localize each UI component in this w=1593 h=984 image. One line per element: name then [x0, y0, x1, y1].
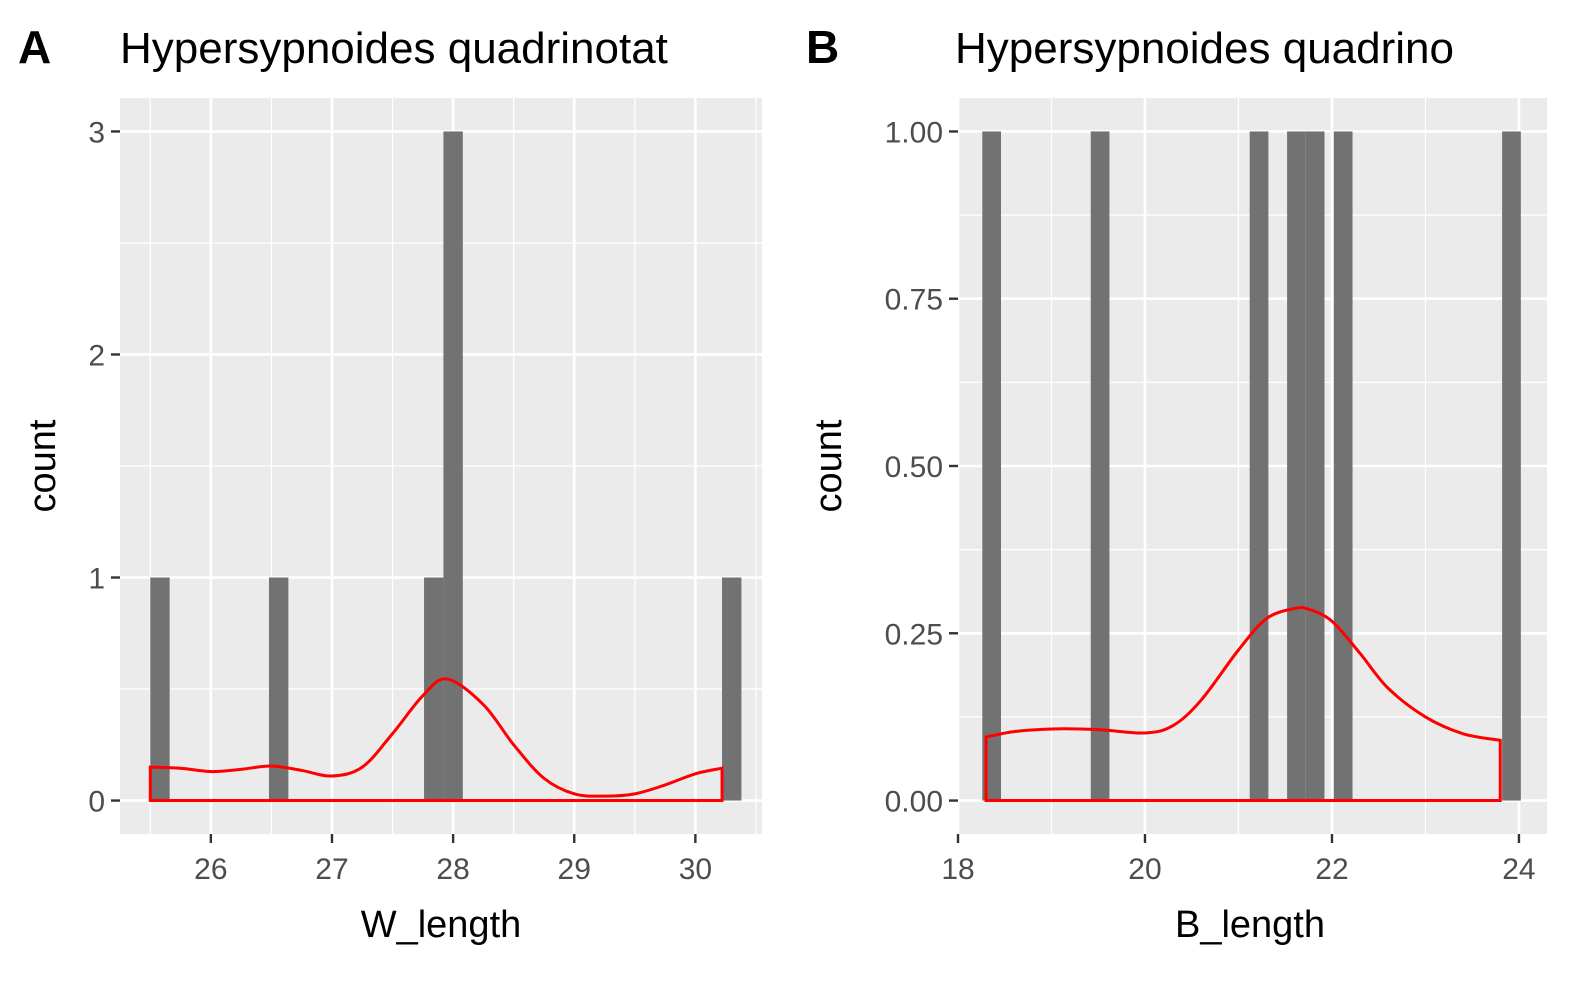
panel-a-histogram-bars	[150, 131, 742, 801]
histogram-bar	[150, 577, 170, 801]
x-tick-label: 22	[1315, 853, 1348, 886]
x-tick-label: 18	[941, 853, 974, 886]
panel-b-x-axis-title: B_length	[1175, 904, 1325, 946]
y-tick-label: 0.00	[885, 786, 943, 819]
histogram-bar	[1249, 131, 1269, 801]
y-tick-label: 1	[88, 563, 105, 596]
panel-b-density-curve	[984, 605, 1502, 803]
histogram-bar	[982, 131, 1002, 801]
y-tick-label: 0.50	[885, 451, 943, 484]
panel-b-x-axis: 18 20 22 24	[941, 834, 1536, 886]
x-tick-label: 30	[679, 853, 712, 886]
y-tick-label: 2	[88, 339, 105, 372]
panel-b-y-axis: 0.00 0.25 0.50 0.75 1.00	[885, 116, 958, 819]
y-tick-label: 3	[88, 116, 105, 149]
panel-b-y-axis-title: count	[808, 419, 850, 512]
histogram-bar	[1287, 131, 1306, 801]
panel-a-x-axis-title: W_length	[361, 904, 522, 946]
x-tick-label: 29	[558, 853, 591, 886]
histogram-bar	[443, 131, 463, 801]
panel-b: B Hypersypnoides quadrino 0.000.250.500.…	[806, 21, 1547, 946]
histogram-bar	[722, 577, 742, 801]
histogram-bar	[424, 577, 444, 801]
x-tick-label: 28	[436, 853, 469, 886]
histogram-bar	[1333, 131, 1353, 801]
panel-a-y-axis: 0 1 2 3	[88, 116, 120, 819]
y-tick-label: 0	[88, 786, 105, 819]
density-curve-line	[984, 605, 1502, 803]
panel-a-density-curve	[148, 677, 724, 803]
histogram-bar	[1502, 131, 1521, 801]
density-curve-line	[148, 677, 724, 803]
x-tick-label: 27	[315, 853, 348, 886]
histogram-bar	[268, 577, 289, 801]
panel-a-title: Hypersypnoides quadrinotat	[120, 24, 668, 73]
x-tick-label: 26	[194, 853, 227, 886]
x-tick-label: 24	[1502, 853, 1535, 886]
y-tick-label: 1.00	[885, 116, 943, 149]
panel-a: A Hypersypnoides quadrinotat 0 1 2 3 26 27 28…	[18, 21, 762, 946]
panel-b-histogram-bars	[982, 131, 1521, 801]
panel-a-letter: A	[18, 21, 51, 73]
x-tick-label: 20	[1128, 853, 1161, 886]
y-tick-label: 0.25	[885, 618, 943, 651]
panel-b-title: Hypersypnoides quadrino	[955, 24, 1454, 73]
y-tick-label: 0.75	[885, 284, 943, 317]
histogram-bar	[1305, 131, 1325, 801]
panel-b-letter: B	[806, 21, 839, 73]
panel-a-y-axis-title: count	[22, 419, 64, 512]
histogram-bar	[1090, 131, 1110, 801]
panel-a-x-axis: 26 27 28 29 30	[194, 834, 712, 886]
